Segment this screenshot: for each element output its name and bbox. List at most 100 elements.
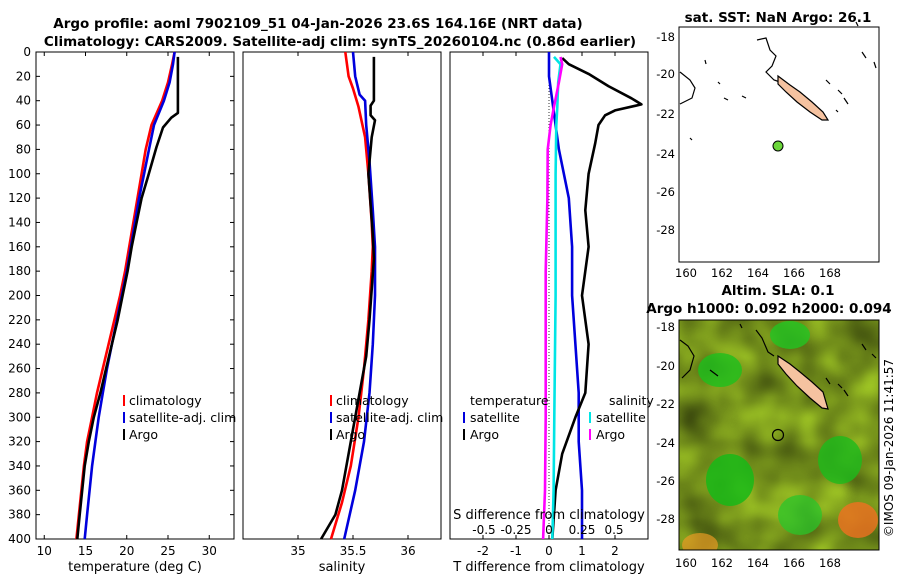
sst-map: sat. SST: NaN Argo: 26.1 160 162 164 166… — [656, 10, 880, 280]
copyright-stamp: ©IMOS 09-Jan-2026 11:41:57 — [882, 359, 896, 537]
legend-satellite: satellite-adj. clim — [129, 410, 236, 425]
lon-tick: 168 — [819, 266, 841, 280]
depth-tick-label: 360 — [8, 483, 31, 497]
s-tick: 0 — [545, 523, 553, 537]
temperature-series — [75, 51, 180, 540]
x-tick-label: 30 — [202, 544, 217, 558]
lat-tick: -18 — [656, 320, 675, 334]
s-tick: -0.5 — [472, 523, 495, 537]
lat-tick: -24 — [656, 436, 675, 450]
x-tick-label: 36 — [400, 544, 415, 558]
legend-swatch-t-argo — [463, 429, 465, 440]
sla-low-anomaly — [778, 495, 822, 535]
sla-low-anomaly — [818, 436, 862, 484]
legend-temperature-title: temperature — [470, 393, 549, 408]
legend-s-satellite: satellite — [596, 410, 646, 425]
legend-swatch-climatology — [123, 395, 125, 406]
legend-swatch-argo — [330, 429, 332, 440]
legend-argo: Argo — [336, 427, 365, 442]
salinity-series — [319, 51, 377, 540]
x-tick-label: 20 — [119, 544, 134, 558]
legend-swatch-argo — [123, 429, 125, 440]
x-tick-label: 25 — [160, 544, 175, 558]
x-tick-label: 35.5 — [340, 544, 367, 558]
lon-tick: 164 — [747, 266, 769, 280]
lon-tick: 168 — [819, 556, 841, 570]
series-satellite-adj-clim — [342, 51, 377, 540]
salinity-panel: 35 35.5 36 salinity climatology satellite-… — [242, 51, 443, 575]
depth-tick-label: 60 — [16, 118, 31, 132]
depth-tick-label: 20 — [16, 69, 31, 83]
depth-tick-label: 180 — [8, 264, 31, 278]
sla-low-anomaly — [698, 353, 742, 387]
depth-tick-label: 160 — [8, 240, 31, 254]
difference-legend: temperature satellite Argo salinity sate… — [463, 393, 654, 442]
difference-panel: -2 -1 0 1 2 T difference from climatology S … — [449, 51, 654, 575]
legend-swatch-climatology — [330, 395, 332, 406]
lat-tick: -28 — [656, 512, 675, 526]
s-difference-ticks: -0.5 -0.25 0 0.25 0.5 — [472, 523, 623, 537]
lon-tick: 162 — [711, 266, 733, 280]
depth-tick-label: 220 — [8, 313, 31, 327]
s-tick: -0.25 — [500, 523, 531, 537]
depth-tick-label: 320 — [8, 435, 31, 449]
sla-high-anomaly — [838, 502, 878, 538]
sst-map-yticks: -18 -20 -22 -24 -26 -28 — [656, 30, 675, 237]
x-tick-label: 2 — [611, 544, 619, 558]
legend-salinity-title: salinity — [609, 393, 654, 408]
s-tick: 0.5 — [604, 523, 623, 537]
salinity-axes — [242, 51, 442, 540]
sla-high-anomaly — [682, 533, 718, 550]
lat-tick: -28 — [656, 223, 675, 237]
temperature-panel: 0204060801001201401601802002202402602803… — [8, 45, 648, 575]
legend-climatology: climatology — [336, 393, 409, 408]
x-tick-label: -1 — [510, 544, 522, 558]
legend-swatch-s-satellite — [589, 412, 591, 423]
salinity-xticks: 35 35.5 36 — [290, 52, 416, 558]
legend-swatch-satellite — [330, 412, 332, 423]
series-t-satellite — [547, 52, 584, 539]
new-caledonia-island — [777, 74, 830, 121]
salinity-xlabel: salinity — [319, 560, 366, 575]
salinity-legend: climatology satellite-adj. clim Argo — [330, 393, 443, 442]
depth-tick-label: 40 — [16, 94, 31, 108]
depth-tick-label: 240 — [8, 337, 31, 351]
sla-map-yticks: -18 -20 -22 -24 -26 -28 — [656, 320, 675, 526]
argo-position-marker — [771, 428, 785, 442]
lon-tick: 162 — [711, 556, 733, 570]
sla-map: Altim. SLA: 0.1 Argo h1000: 0.092 h2000:… — [646, 283, 891, 570]
depth-tick-label: 200 — [8, 289, 31, 303]
depth-tick-label: 380 — [8, 508, 31, 522]
lat-tick: -22 — [656, 397, 675, 411]
lat-tick: -26 — [656, 185, 675, 199]
series-argo — [319, 56, 377, 540]
s-tick: 0.25 — [569, 523, 596, 537]
x-tick-label: -2 — [477, 544, 489, 558]
x-tick-label: 15 — [78, 544, 93, 558]
legend-swatch-satellite — [123, 412, 125, 423]
temperature-xlabel: temperature (deg C) — [68, 560, 202, 575]
depth-tick-label: 80 — [16, 142, 31, 156]
sla-field — [679, 320, 879, 550]
lat-tick: -18 — [656, 30, 675, 44]
sla-map-title-2: Argo h1000: 0.092 h2000: 0.094 — [646, 301, 891, 317]
islands — [709, 343, 877, 397]
t-difference-xlabel: T difference from climatology — [452, 560, 645, 575]
sla-map-axes — [678, 319, 880, 551]
sla-low-anomaly — [706, 454, 754, 506]
lat-tick: -26 — [656, 474, 675, 488]
lon-tick: 160 — [675, 266, 697, 280]
sla-map-title-1: Altim. SLA: 0.1 — [721, 283, 834, 299]
legend-argo: Argo — [129, 427, 158, 442]
legend-swatch-s-argo — [589, 429, 591, 440]
depth-tick-label: 260 — [8, 362, 31, 376]
sst-map-xticks: 160 162 164 166 168 — [675, 266, 841, 280]
series-s-argo — [541, 56, 564, 540]
depth-tick-label: 120 — [8, 191, 31, 205]
x-tick-label: 1 — [578, 544, 586, 558]
sla-low-anomaly — [770, 321, 810, 349]
depth-tick-label: 0 — [23, 45, 31, 59]
temperature-axes — [35, 51, 235, 540]
legend-t-satellite: satellite — [470, 410, 520, 425]
